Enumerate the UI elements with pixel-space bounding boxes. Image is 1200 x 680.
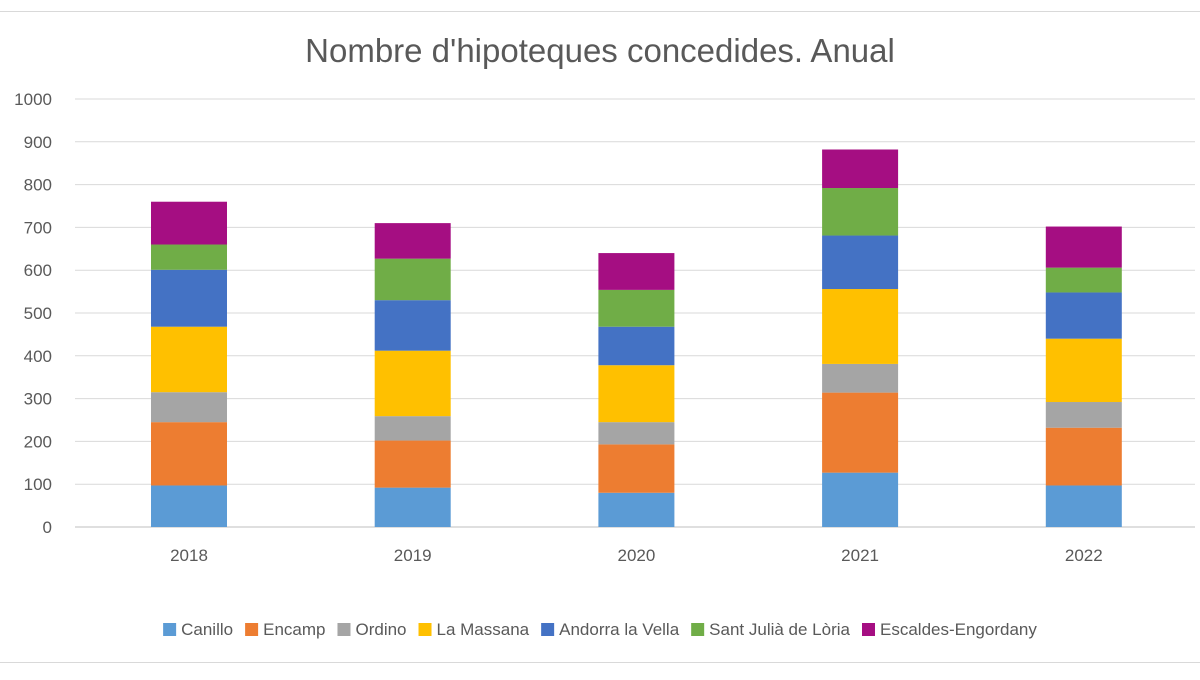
legend-item-sant-juli-de-l-ria: Sant Julià de Lòria bbox=[691, 620, 851, 639]
legend: Canillo Encamp Ordino La Massana Andorra la … bbox=[163, 620, 1037, 639]
bar-2018-la-massana bbox=[151, 326, 227, 393]
legend-label: Sant Julià de Lòria bbox=[709, 620, 850, 639]
legend-swatch bbox=[418, 623, 432, 636]
bar-2020-ordino bbox=[598, 422, 675, 445]
bar-2019-canillo bbox=[374, 487, 451, 527]
y-tick-label: 1000 bbox=[14, 90, 52, 109]
x-tick-label: 2020 bbox=[617, 546, 655, 565]
bar-2018-andorra-la-vella bbox=[151, 269, 227, 327]
bar-2018-sant-juli-de-l-ria bbox=[151, 244, 227, 270]
legend-swatch bbox=[691, 623, 705, 636]
bar-2020-escaldes-engordany bbox=[598, 253, 675, 290]
bar-2021-sant-juli-de-l-ria bbox=[822, 188, 899, 236]
y-tick-label: 900 bbox=[24, 133, 52, 152]
bar-2022-escaldes-engordany bbox=[1045, 226, 1122, 268]
bar-2022-andorra-la-vella bbox=[1045, 292, 1122, 339]
legend-swatch bbox=[245, 623, 259, 636]
legend-label: Ordino bbox=[355, 620, 406, 639]
bar-2022-ordino bbox=[1045, 402, 1122, 428]
bar-2022-la-massana bbox=[1045, 338, 1122, 403]
bar-2021-ordino bbox=[822, 363, 899, 393]
bar-2021-andorra-la-vella bbox=[822, 235, 899, 290]
legend-swatch bbox=[541, 623, 555, 636]
bar-2021-la-massana bbox=[822, 289, 899, 364]
bar-2020-encamp bbox=[598, 444, 675, 493]
legend-item-ordino: Ordino bbox=[337, 620, 407, 639]
bar-2020-la-massana bbox=[598, 365, 675, 423]
y-tick-label: 500 bbox=[24, 304, 52, 323]
bar-2022-canillo bbox=[1045, 485, 1122, 527]
bar-2019-encamp bbox=[374, 440, 451, 488]
legend-label: Escaldes-Engordany bbox=[880, 620, 1037, 639]
x-tick-label: 2021 bbox=[841, 546, 879, 565]
bar-2019-sant-juli-de-l-ria bbox=[374, 258, 451, 301]
bar-2020-andorra-la-vella bbox=[598, 326, 675, 366]
bar-2021-encamp bbox=[822, 392, 899, 473]
bar-2018-encamp bbox=[151, 422, 227, 486]
bar-2018-escaldes-engordany bbox=[151, 201, 227, 245]
y-tick-label: 400 bbox=[24, 347, 52, 366]
bar-2021-escaldes-engordany bbox=[822, 149, 899, 189]
legend-item-encamp: Encamp bbox=[245, 620, 325, 639]
legend-swatch bbox=[337, 623, 351, 636]
y-tick-label: 200 bbox=[24, 432, 52, 451]
y-tick-label: 0 bbox=[43, 518, 52, 537]
bar-2022-sant-juli-de-l-ria bbox=[1045, 267, 1122, 293]
legend-item-la-massana: La Massana bbox=[418, 620, 530, 639]
bar-2019-escaldes-engordany bbox=[374, 223, 451, 259]
x-tick-label: 2019 bbox=[394, 546, 432, 565]
bar-2018-ordino bbox=[151, 392, 227, 423]
legend-label: Encamp bbox=[263, 620, 325, 639]
y-tick-label: 300 bbox=[24, 390, 52, 409]
bar-2019-la-massana bbox=[374, 350, 451, 417]
bar-2020-sant-juli-de-l-ria bbox=[598, 289, 675, 327]
bar-2020-canillo bbox=[598, 492, 675, 527]
legend-swatch bbox=[862, 623, 875, 636]
bars bbox=[151, 149, 1122, 527]
top-border bbox=[0, 11, 1200, 12]
bottom-border bbox=[0, 662, 1200, 663]
x-tick-label: 2018 bbox=[170, 546, 208, 565]
bar-2018-canillo bbox=[151, 485, 227, 527]
chart-title: Nombre d'hipoteques concedides. Anual bbox=[305, 32, 895, 69]
bar-2019-andorra-la-vella bbox=[374, 300, 451, 351]
y-tick-label: 100 bbox=[24, 475, 52, 494]
legend-item-canillo: Canillo bbox=[163, 620, 233, 639]
legend-swatch bbox=[163, 623, 177, 636]
x-axis-tick-labels: 2018 2019 2020 2021 2022 bbox=[170, 546, 1103, 565]
legend-item-escaldes-engordany: Escaldes-Engordany bbox=[862, 620, 1037, 639]
legend-label: Andorra la Vella bbox=[559, 620, 680, 639]
legend-item-andorra-la-vella: Andorra la Vella bbox=[541, 620, 680, 639]
y-tick-label: 700 bbox=[24, 218, 52, 237]
y-tick-label: 800 bbox=[24, 176, 52, 195]
x-tick-label: 2022 bbox=[1065, 546, 1103, 565]
legend-label: La Massana bbox=[437, 620, 530, 639]
y-axis-tick-labels: 0 100 200 300 400 500 600 700 800 900 1000 bbox=[14, 90, 52, 537]
bar-2022-encamp bbox=[1045, 427, 1122, 486]
legend-label: Canillo bbox=[181, 620, 233, 639]
bar-2019-ordino bbox=[374, 416, 451, 441]
bar-2021-canillo bbox=[822, 472, 899, 527]
y-tick-label: 600 bbox=[24, 261, 52, 280]
